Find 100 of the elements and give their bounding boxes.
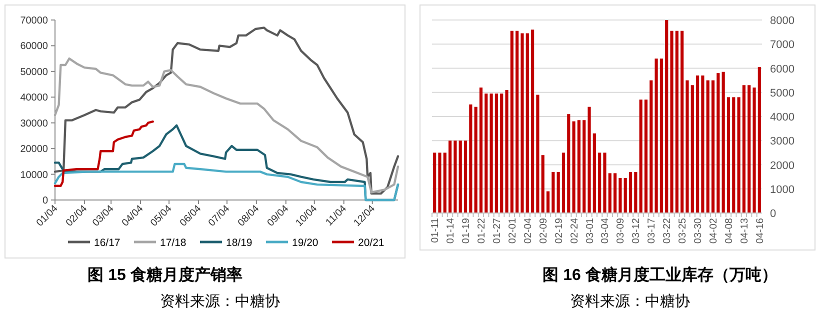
bar [711,80,715,213]
bar [438,152,442,213]
y2-tick-label: 4000 [770,112,794,124]
x-tick-label: 03-25 [678,218,689,244]
bar [526,33,529,213]
x-tick-label: 02-04 [522,218,534,244]
bar [531,30,534,213]
x-tick-label: 04-02 [708,218,720,244]
bar [650,80,653,213]
bar [562,152,566,213]
legend-label: 18/19 [226,237,252,249]
bar [577,120,580,213]
title: 图 16 食糖月度工业库存（万吨） [542,267,778,284]
x-tick-label: 02-19 [554,218,565,244]
title: 图 15 食糖月度产销率 [88,267,242,284]
bar [500,94,504,213]
x-tick-label: 03-04 [600,218,612,244]
bar [454,140,457,213]
legend-label: 19/20 [292,237,318,249]
annotation: 资料来源：中糖协 [160,293,280,310]
bar [716,73,720,213]
bar [608,173,612,213]
legend-label: 16/17 [94,237,120,249]
bar [737,97,740,213]
bar [639,100,642,213]
y-tick-label: 20000 [20,144,48,156]
x-tick-label: 04-16 [754,218,766,244]
bar [490,94,493,213]
y2-tick-label: 2000 [770,160,794,172]
x-tick-label: 04-08 [724,218,735,244]
bar [443,152,446,213]
bar [618,178,622,213]
bar [433,152,436,213]
bar [752,88,756,213]
x-tick-label: 03-09 [616,218,627,244]
x-tick-label: 03-01 [584,218,596,244]
bar [484,94,488,213]
y2-tick-label: 6000 [770,63,794,76]
legend-label: 17/18 [160,237,186,249]
bar [598,152,602,213]
bar [479,88,483,213]
bar [546,191,550,213]
x-tick-label: 02-24 [569,218,580,244]
bar [588,106,591,213]
bar [722,72,725,213]
bar [520,33,524,213]
y-tick-label: 0 [42,196,48,206]
bar [552,172,555,213]
bar [670,30,674,213]
x-tick-label: 01-11 [430,218,442,243]
y2-tick-label: 1000 [770,184,794,196]
bar [644,100,648,213]
bar [665,20,668,213]
bar [464,140,468,213]
bar [474,106,478,213]
bar [582,120,586,213]
bar [505,90,508,213]
x-tick-label: 03-12 [631,218,642,244]
bar [696,75,700,213]
y-tick-label: 70000 [20,16,48,26]
y2-tick-label: 0 [770,208,776,220]
bar [634,172,638,213]
bar [572,121,576,213]
x-tick-label: 01-22 [476,218,488,244]
y-tick-label: 50000 [20,66,48,78]
bar [556,172,560,213]
bar [686,80,689,213]
bar [758,67,761,213]
x-tick-label: 03-30 [693,218,704,244]
bar [614,173,617,213]
y2-tick-label: 8000 [770,15,794,27]
x-tick-label: 01-27 [492,218,503,244]
x-tick-label: 01-19 [461,218,472,244]
y-tick-label: 60000 [20,41,48,52]
legend-label: 20/21 [358,237,384,249]
bar [748,85,751,213]
x-tick-label: 02-09 [538,218,550,244]
y2-tick-label: 3000 [770,136,794,148]
bar [654,58,658,213]
y-tick-label: 30000 [20,118,48,130]
bar [624,178,627,213]
bar [567,114,570,213]
x-tick-label: 04-13 [739,218,750,244]
x-tick-label: 02-01 [507,218,518,244]
bar [726,97,730,213]
line-series [54,26,400,195]
x-tick-label: 03-17 [646,218,658,244]
y2-tick-label: 7000 [770,39,794,52]
y-tick-label: 10000 [20,170,48,181]
bar [690,85,694,213]
line-series [54,120,154,187]
bar [706,80,710,213]
x-tick-label: 03-22 [662,218,674,244]
bar [675,30,678,213]
bar [458,140,462,213]
bar [536,94,540,213]
bar [494,94,498,213]
x-tick-label: 01-14 [446,218,457,244]
bar [660,58,663,213]
bar [603,152,606,213]
